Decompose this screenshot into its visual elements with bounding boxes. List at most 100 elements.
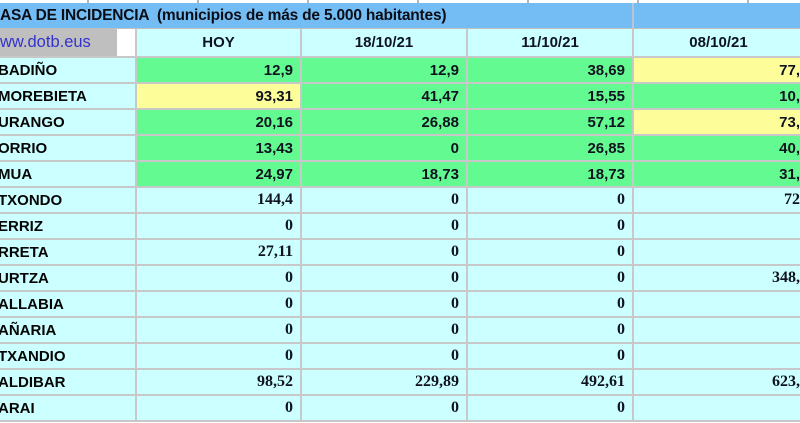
value-cell[interactable] [634, 292, 800, 318]
incidence-table: ww.dotb.eus HOY 18/10/21 11/10/21 08/10/… [0, 29, 800, 422]
title-filler-cell[interactable] [634, 3, 800, 28]
municipality-cell[interactable]: TXANDIO [0, 344, 137, 370]
value-cell[interactable]: 41,47 [302, 84, 468, 110]
value-cell[interactable]: 93,31 [137, 84, 302, 110]
value-cell[interactable]: 0 [137, 344, 302, 370]
column-header-row: ww.dotb.eus HOY 18/10/21 11/10/21 08/10/… [0, 29, 800, 58]
title-row: ASA DE INCIDENCIA (municipios de más de … [0, 3, 800, 29]
value-cell[interactable]: 0 [468, 188, 634, 214]
municipality-cell[interactable]: RRETA [0, 240, 137, 266]
value-cell[interactable]: 13,43 [137, 136, 302, 162]
table-row: ALDIBAR 98,52 229,89 492,61 623, [0, 370, 800, 396]
value-cell[interactable]: 0 [302, 344, 468, 370]
table-body: BADIÑO 12,9 12,9 38,69 77, MOREBIETA 93,31 41,4… [0, 58, 800, 422]
table-row: MOREBIETA 93,31 41,47 15,55 10, [0, 84, 800, 110]
value-cell[interactable]: 0 [302, 396, 468, 422]
value-cell[interactable]: 229,89 [302, 370, 468, 396]
value-cell[interactable]: 26,88 [302, 110, 468, 136]
value-cell[interactable] [634, 318, 800, 344]
municipality-cell[interactable]: AÑARIA [0, 318, 137, 344]
municipality-cell[interactable]: ALLABIA [0, 292, 137, 318]
value-cell[interactable]: 77, [634, 58, 800, 84]
value-cell[interactable]: 0 [137, 292, 302, 318]
value-cell[interactable]: 0 [137, 396, 302, 422]
table-row: ARAI 0 0 0 [0, 396, 800, 422]
value-cell[interactable]: 0 [137, 266, 302, 292]
municipality-cell[interactable]: ERRIZ [0, 214, 137, 240]
municipality-cell[interactable]: BADIÑO [0, 58, 137, 84]
value-cell[interactable]: 0 [302, 188, 468, 214]
value-cell[interactable]: 15,55 [468, 84, 634, 110]
value-cell[interactable]: 12,9 [302, 58, 468, 84]
value-cell[interactable]: 623, [634, 370, 800, 396]
value-cell[interactable]: 12,9 [137, 58, 302, 84]
table-row: ALLABIA 0 0 0 [0, 292, 800, 318]
column-header-date-3[interactable]: 08/10/21 [634, 29, 800, 58]
value-cell[interactable]: 0 [468, 266, 634, 292]
table-row: TXONDO 144,4 0 0 72 [0, 188, 800, 214]
dotb-link[interactable]: ww.dotb.eus [0, 33, 91, 51]
value-cell[interactable]: 20,16 [137, 110, 302, 136]
value-cell[interactable]: 26,85 [468, 136, 634, 162]
value-cell[interactable]: 0 [302, 214, 468, 240]
municipality-cell[interactable]: MUA [0, 162, 137, 188]
value-cell[interactable]: 0 [468, 318, 634, 344]
value-cell[interactable]: 0 [137, 318, 302, 344]
value-cell[interactable]: 57,12 [468, 110, 634, 136]
value-cell[interactable]: 18,73 [302, 162, 468, 188]
value-cell[interactable]: 0 [468, 240, 634, 266]
column-header-hoy[interactable]: HOY [137, 29, 302, 58]
value-cell[interactable]: 38,69 [468, 58, 634, 84]
value-cell[interactable]: 40, [634, 136, 800, 162]
municipality-cell[interactable]: URTZA [0, 266, 137, 292]
value-cell[interactable]: 492,61 [468, 370, 634, 396]
value-cell[interactable] [634, 214, 800, 240]
municipality-cell[interactable]: TXONDO [0, 188, 137, 214]
value-cell[interactable] [634, 344, 800, 370]
value-cell[interactable]: 72 [634, 188, 800, 214]
value-cell[interactable]: 0 [302, 266, 468, 292]
table-row: MUA 24,97 18,73 18,73 31, [0, 162, 800, 188]
column-header-date-2[interactable]: 11/10/21 [468, 29, 634, 58]
value-cell[interactable]: 0 [468, 396, 634, 422]
table-row: URTZA 0 0 0 348, [0, 266, 800, 292]
value-cell[interactable]: 10, [634, 84, 800, 110]
table-row: BADIÑO 12,9 12,9 38,69 77, [0, 58, 800, 84]
table-row: ERRIZ 0 0 0 [0, 214, 800, 240]
value-cell[interactable]: 0 [137, 214, 302, 240]
value-cell[interactable]: 0 [302, 318, 468, 344]
value-cell[interactable]: 0 [302, 292, 468, 318]
value-cell[interactable]: 98,52 [137, 370, 302, 396]
value-cell[interactable]: 31, [634, 162, 800, 188]
link-cell-gray-box: ww.dotb.eus [0, 29, 117, 56]
value-cell[interactable]: 0 [468, 292, 634, 318]
value-cell[interactable]: 27,11 [137, 240, 302, 266]
value-cell[interactable] [634, 240, 800, 266]
top-gridline-strip [0, 0, 800, 3]
table-title-cell[interactable]: ASA DE INCIDENCIA (municipios de más de … [0, 3, 634, 28]
value-cell[interactable]: 0 [468, 344, 634, 370]
municipality-cell[interactable]: URANGO [0, 110, 137, 136]
page-title: ASA DE INCIDENCIA (municipios de más de … [0, 6, 447, 24]
table-row: TXANDIO 0 0 0 [0, 344, 800, 370]
value-cell[interactable]: 144,4 [137, 188, 302, 214]
municipality-cell[interactable]: MOREBIETA [0, 84, 137, 110]
value-cell[interactable]: 348, [634, 266, 800, 292]
table-row: URANGO 20,16 26,88 57,12 73, [0, 110, 800, 136]
table-row: RRETA 27,11 0 0 [0, 240, 800, 266]
link-cell[interactable]: ww.dotb.eus [0, 29, 137, 58]
value-cell[interactable]: 73, [634, 110, 800, 136]
column-header-date-1[interactable]: 18/10/21 [302, 29, 468, 58]
table-row: ORRIO 13,43 0 26,85 40, [0, 136, 800, 162]
municipality-cell[interactable]: ORRIO [0, 136, 137, 162]
value-cell[interactable]: 0 [302, 136, 468, 162]
municipality-cell[interactable]: ALDIBAR [0, 370, 137, 396]
value-cell[interactable]: 24,97 [137, 162, 302, 188]
value-cell[interactable]: 0 [302, 240, 468, 266]
table-row: AÑARIA 0 0 0 [0, 318, 800, 344]
municipality-cell[interactable]: ARAI [0, 396, 137, 422]
value-cell[interactable] [634, 396, 800, 422]
value-cell[interactable]: 18,73 [468, 162, 634, 188]
value-cell[interactable]: 0 [468, 214, 634, 240]
